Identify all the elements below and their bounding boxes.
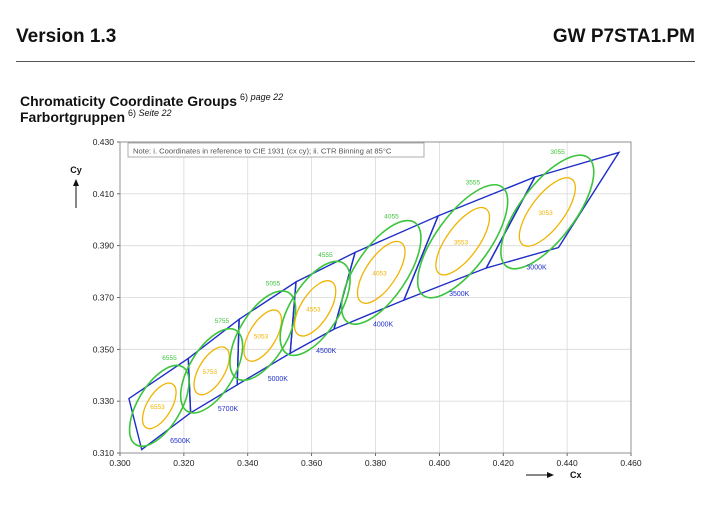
y-tick-label: 0.370 (93, 293, 115, 303)
chart-title-page: page 22 (250, 92, 284, 102)
outer-ellipse (179, 327, 244, 414)
inner-ellipse-label: 3053 (538, 210, 553, 217)
chart-title: Chromaticity Coordinate Groups 6) page 22 (20, 92, 283, 109)
inner-ellipse (141, 382, 177, 430)
inner-ellipse-label: 5053 (254, 334, 269, 341)
cct-label: 4500K (316, 348, 337, 355)
outer-ellipse (340, 219, 422, 325)
inner-ellipse (356, 240, 406, 304)
y-axis-arrowhead (73, 179, 79, 186)
x-tick-label: 0.420 (493, 458, 515, 468)
outer-ellipse (416, 183, 509, 299)
axes: 0.300 0.320 0.340 0.360 0.380 0.400 0.420 0.440… (70, 137, 642, 480)
x-tick-label: 0.320 (173, 458, 195, 468)
cct-label: 5700K (218, 406, 239, 413)
bin-region (187, 317, 240, 415)
inner-ellipse-label: 5753 (203, 369, 218, 376)
inner-ellipse-label: 3553 (454, 239, 469, 246)
chart-subtitle-reference: 6) Seite 22 (128, 108, 172, 118)
outer-ellipse-label: 4055 (384, 213, 399, 220)
y-tick-label: 0.410 (93, 189, 115, 199)
plot-frame (119, 141, 632, 454)
chart-subtitle: Farbortgruppen 6) Seite 22 (20, 108, 172, 125)
y-tick-label: 0.390 (93, 241, 115, 251)
outer-ellipse-label: 4555 (318, 252, 333, 259)
inner-ellipse-label: 6553 (150, 404, 165, 411)
inner-ellipse (293, 280, 337, 337)
y-tick-label: 0.430 (93, 137, 115, 147)
y-tick-label: 0.310 (93, 448, 115, 458)
x-tick-label: 0.340 (237, 458, 259, 468)
cct-label: 3500K (449, 291, 470, 298)
document-id: GW P7STA1.PM (552, 26, 695, 47)
y-axis-label: Cy (70, 165, 82, 175)
outer-ellipse-label: 6555 (162, 355, 177, 362)
cct-label: 3000K (526, 265, 547, 272)
x-tick-label: 0.400 (429, 458, 451, 468)
outer-ellipse (229, 290, 297, 382)
cct-label: 5000K (268, 376, 289, 383)
chart-title-text: Chromaticity Coordinate Groups (20, 93, 238, 109)
region-labels: 6500K 5700K 5000K 4500K 4000K 3500K 3000K 6555 6… (150, 149, 565, 445)
y-tick-label: 0.330 (93, 396, 115, 406)
outer-ellipse-label: 3555 (466, 180, 481, 187)
chart-note: Note: i. Coordinates in reference to CIE… (127, 142, 425, 158)
y-tick-label: 0.350 (93, 344, 115, 354)
x-tick-label: 0.380 (365, 458, 387, 468)
inner-ellipse (435, 206, 491, 276)
header-divider (16, 61, 695, 62)
x-axis-arrowhead (547, 472, 554, 478)
outer-ellipse-label: 3055 (550, 149, 565, 156)
x-tick-label: 0.360 (301, 458, 323, 468)
cct-label: 4000K (373, 322, 394, 329)
cct-label: 6500K (170, 438, 191, 445)
chart-subtitle-text: Farbortgruppen (20, 109, 125, 125)
grid-lines (119, 141, 632, 454)
x-axis-label: Cx (570, 470, 582, 480)
macadam-ellipses (128, 154, 595, 448)
outer-ellipse (500, 154, 595, 270)
note-text: Note: i. Coordinates in reference to CIE… (133, 147, 392, 156)
outer-ellipse-label: 5055 (266, 280, 281, 287)
chart-title-reference: 6) page 22 (240, 92, 283, 102)
x-tick-label: 0.300 (109, 458, 131, 468)
note-box (127, 142, 425, 158)
outer-ellipse (279, 260, 351, 357)
version-label: Version 1.3 (16, 26, 117, 47)
x-tick-label: 0.440 (556, 458, 578, 468)
outer-ellipse-label: 5755 (215, 318, 230, 325)
inner-ellipse-label: 4053 (372, 270, 387, 277)
inner-ellipse (243, 309, 283, 362)
inner-ellipse (518, 177, 576, 247)
outer-ellipse (128, 364, 190, 448)
x-tick-label: 0.460 (620, 458, 642, 468)
chart-title-footnote: 6) (240, 92, 249, 102)
chart-subtitle-footnote: 6) (128, 108, 137, 118)
chart-subtitle-page: Seite 22 (138, 108, 172, 118)
inner-ellipse-label: 4553 (306, 306, 321, 313)
inner-ellipse (193, 346, 230, 396)
